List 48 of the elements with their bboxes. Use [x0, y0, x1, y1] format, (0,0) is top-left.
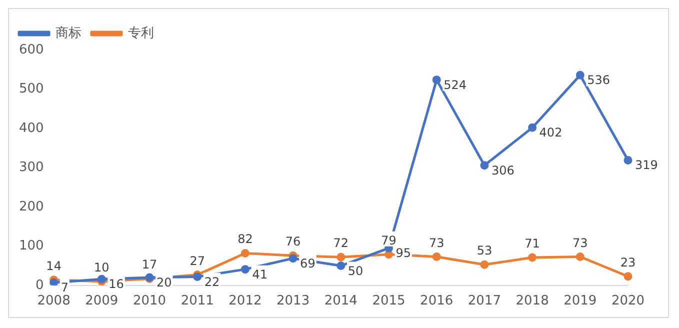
data-label: 27	[190, 254, 206, 268]
data-label: 79	[381, 233, 396, 248]
data-label: 69	[300, 256, 316, 270]
data-label: 73	[428, 236, 444, 250]
data-label: 319	[635, 158, 658, 172]
data-label: 306	[491, 163, 514, 178]
data-label: 10	[94, 260, 110, 274]
y-tick-label: 0	[36, 278, 44, 293]
data-label: 524	[444, 78, 467, 92]
data-label: 53	[476, 244, 492, 258]
data-label: 95	[396, 246, 412, 260]
data-label: 23	[620, 255, 636, 270]
x-tick-label: 2008	[37, 294, 70, 309]
x-tick-label: 2017	[468, 294, 501, 309]
y-tick-label: 600	[18, 42, 44, 58]
data-label: 20	[156, 276, 172, 290]
x-tick-label: 2009	[85, 294, 118, 309]
data-label: 71	[524, 236, 540, 251]
data-label: 22	[204, 274, 220, 289]
x-tick-label: 2010	[132, 294, 166, 309]
data-label: 73	[572, 236, 588, 250]
x-tick-label: 2012	[228, 294, 262, 309]
y-tick-label: 400	[18, 120, 44, 136]
data-label: 16	[108, 277, 124, 292]
data-label: 76	[285, 234, 301, 249]
data-label: 72	[333, 236, 349, 250]
data-label: 82	[238, 232, 253, 246]
legend-label: 专利	[128, 26, 154, 41]
data-label: 14	[46, 258, 62, 273]
data-label: 402	[539, 126, 562, 140]
data-label: 17	[142, 258, 158, 272]
x-tick-label: 2013	[276, 294, 310, 309]
x-tick-label: 2018	[516, 294, 549, 309]
x-tick-label: 2020	[611, 294, 645, 309]
x-tick-label: 2019	[564, 294, 597, 309]
y-tick-label: 200	[18, 199, 44, 214]
data-label: 41	[252, 267, 268, 282]
y-tick-label: 100	[18, 238, 44, 254]
x-tick-label: 2011	[180, 294, 214, 309]
x-tick-label: 2016	[420, 294, 454, 309]
x-tick-label: 2015	[372, 294, 406, 309]
data-label: 50	[348, 264, 364, 278]
y-tick-label: 500	[18, 82, 44, 97]
x-tick-label: 2014	[324, 294, 358, 309]
legend-label: 商标	[56, 26, 82, 41]
data-label: 536	[587, 73, 610, 88]
data-label: 7	[60, 280, 68, 295]
y-tick-label: 300	[18, 160, 44, 176]
